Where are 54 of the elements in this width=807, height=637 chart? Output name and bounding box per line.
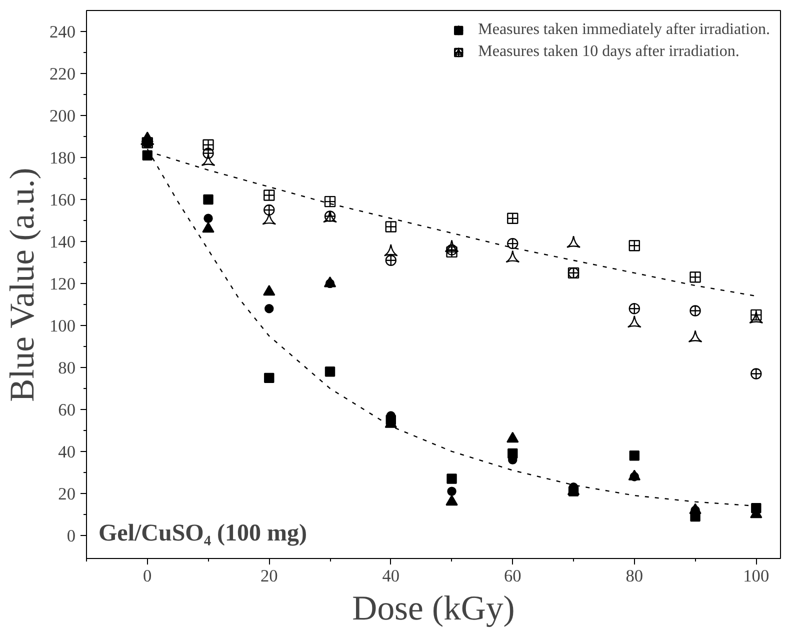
point: [201, 154, 216, 166]
point: [385, 254, 396, 266]
x-tick-label: 100: [743, 566, 770, 586]
x-tick-label: 20: [260, 566, 278, 586]
y-tick-label: 0: [66, 526, 76, 546]
point: [324, 196, 336, 208]
x-tick-label: 40: [382, 566, 400, 586]
point: [202, 139, 214, 150]
y-tick-label: 80: [58, 358, 76, 378]
point: [447, 486, 456, 496]
point: [263, 284, 276, 296]
point: [264, 204, 275, 216]
y-tick-label: 40: [58, 442, 76, 462]
point: [628, 240, 640, 252]
point: [264, 190, 275, 201]
x-tick-label: 80: [626, 566, 644, 586]
point: [507, 238, 518, 250]
point: [202, 148, 214, 159]
point: [385, 221, 396, 232]
point: [444, 240, 459, 252]
x-tick-label: 60: [504, 566, 522, 586]
point: [690, 272, 701, 283]
point: [264, 304, 274, 314]
point: [750, 309, 762, 321]
point: [324, 366, 336, 377]
y-tick-label: 60: [58, 400, 76, 420]
y-tick-label: 20: [58, 484, 76, 504]
legend-label: Measures taken immediately after irradiation.: [478, 21, 770, 39]
point: [507, 212, 518, 224]
annotation: Gel/CuSO₄ (100 mg): [98, 520, 308, 546]
point: [628, 303, 640, 314]
y-tick-label: 180: [50, 148, 76, 168]
point: [629, 450, 640, 461]
y-tick-label: 100: [50, 316, 76, 336]
point: [750, 368, 762, 380]
y-tick-label: 160: [50, 190, 76, 210]
y-tick-label: 140: [50, 232, 76, 252]
x-axis-title: Dose (kGy): [352, 590, 515, 628]
y-tick-label: 220: [50, 64, 76, 84]
y-axis-title: Blue Value (a.u.): [4, 168, 42, 402]
x-tick-label: 0: [143, 566, 152, 586]
point: [446, 246, 458, 258]
point: [690, 305, 701, 316]
point: [202, 222, 214, 233]
point: [204, 214, 213, 223]
y-tick-label: 240: [50, 22, 76, 42]
point: [506, 250, 520, 263]
point: [264, 372, 274, 384]
y-tick-label: 120: [50, 274, 76, 294]
y-tick-label: 200: [50, 106, 76, 126]
legend-label: Measures taken 10 days after irradiation.: [478, 43, 740, 61]
point: [446, 474, 457, 484]
point: [203, 194, 214, 205]
point: [142, 150, 152, 160]
